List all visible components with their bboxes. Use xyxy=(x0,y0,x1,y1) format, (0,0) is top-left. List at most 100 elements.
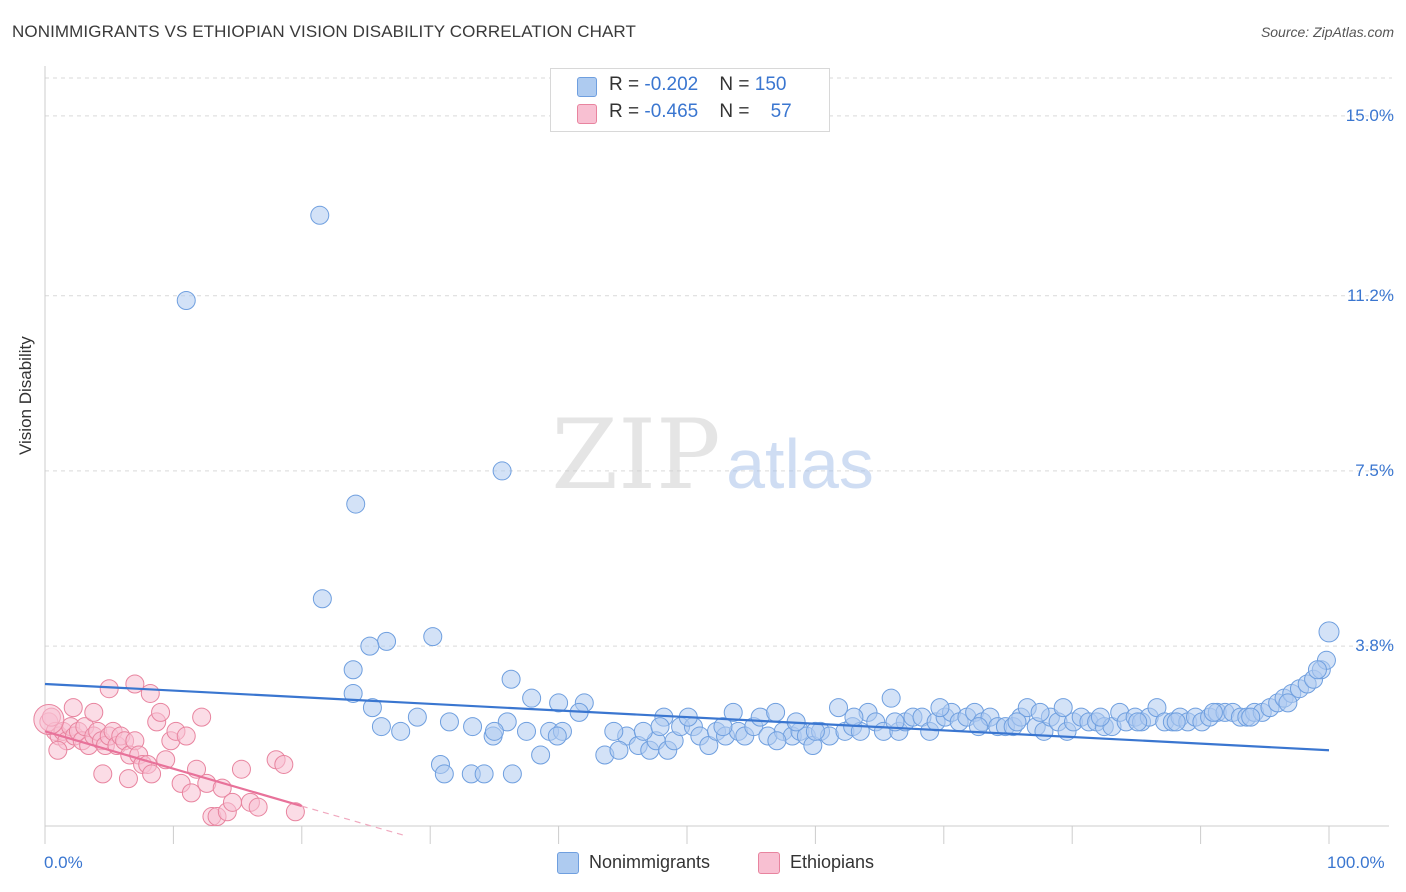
point-nonimmigrants xyxy=(463,717,483,737)
point-nonimmigrants xyxy=(609,740,629,760)
point-nonimmigrants xyxy=(1090,707,1110,727)
point-nonimmigrants xyxy=(1128,712,1148,732)
watermark-atlas: atlas xyxy=(726,425,874,503)
point-nonimmigrants xyxy=(502,764,522,784)
y-tick-label: 3.8% xyxy=(1355,636,1394,656)
point-ethiopians xyxy=(181,783,201,803)
legend-r-value: -0.202 xyxy=(644,74,699,95)
point-ethiopians xyxy=(285,802,305,822)
bottom-legend-swatch-nonimmigrants xyxy=(557,852,579,875)
legend-n-label: N = xyxy=(719,74,755,95)
y-tick-label: 7.5% xyxy=(1355,460,1394,480)
point-ethiopians xyxy=(274,754,294,774)
point-nonimmigrants xyxy=(547,726,567,746)
point-nonimmigrants xyxy=(844,707,864,727)
point-ethiopians xyxy=(192,707,212,727)
legend-swatch-ethiopians xyxy=(577,104,597,124)
point-nonimmigrants xyxy=(310,205,330,225)
trend-line-ethiopians xyxy=(44,730,303,808)
trend-line-ethiopians-extension xyxy=(301,805,405,837)
point-ethiopians xyxy=(48,740,68,760)
point-nonimmigrants xyxy=(377,631,397,651)
point-nonimmigrants xyxy=(885,712,905,732)
point-nonimmigrants xyxy=(371,717,391,737)
point-nonimmigrants xyxy=(346,494,366,514)
point-nonimmigrants xyxy=(805,721,825,741)
x-tick-label-max: 100.0% xyxy=(1327,853,1385,872)
point-nonimmigrants xyxy=(633,721,653,741)
point-ethiopians xyxy=(142,764,162,784)
point-ethiopians xyxy=(231,759,251,779)
legend-n-value: 57 xyxy=(770,101,792,122)
point-ethiopians xyxy=(33,703,65,735)
point-nonimmigrants xyxy=(604,721,624,741)
point-nonimmigrants xyxy=(360,636,380,656)
point-nonimmigrants xyxy=(713,717,733,737)
point-nonimmigrants xyxy=(767,731,787,751)
stats-legend: R = -0.202 N = 150 R = -0.465 N = 57 xyxy=(550,68,830,132)
point-nonimmigrants xyxy=(407,707,427,727)
bottom-legend-label: Nonimmigrants xyxy=(589,852,711,872)
point-nonimmigrants xyxy=(1007,712,1027,732)
point-nonimmigrants xyxy=(176,291,196,311)
point-nonimmigrants xyxy=(531,745,551,765)
point-ethiopians xyxy=(176,726,196,746)
point-ethiopians xyxy=(84,702,104,722)
data-points xyxy=(33,205,1340,827)
point-nonimmigrants xyxy=(1203,702,1223,722)
bottom-legend-ethiopians[interactable]: Ethiopians xyxy=(758,852,875,875)
bottom-legend-swatch-ethiopians xyxy=(758,852,780,875)
point-nonimmigrants xyxy=(549,693,569,713)
point-nonimmigrants xyxy=(492,461,512,481)
legend-n-value: 150 xyxy=(754,74,787,95)
trend-lines xyxy=(44,682,1330,837)
point-ethiopians xyxy=(63,698,83,718)
grid-lines xyxy=(45,77,1392,647)
point-nonimmigrants xyxy=(881,688,901,708)
y-tick-label: 11.2% xyxy=(1347,285,1394,305)
point-nonimmigrants xyxy=(1166,712,1186,732)
bottom-legend-label: Ethiopians xyxy=(790,852,875,872)
watermark-zip: ZIP xyxy=(551,399,720,511)
point-nonimmigrants xyxy=(497,712,517,732)
x-tick-label-min: 0.0% xyxy=(44,853,83,872)
legend-n-label: N = xyxy=(719,101,755,122)
point-nonimmigrants xyxy=(484,721,504,741)
point-nonimmigrants xyxy=(312,589,332,609)
point-nonimmigrants xyxy=(930,698,950,718)
source-label: Source: ZipAtlas.com xyxy=(1260,24,1394,40)
point-nonimmigrants xyxy=(829,698,849,718)
point-ethiopians xyxy=(151,702,171,722)
point-nonimmigrants xyxy=(522,688,542,708)
bottom-legend-nonimmigrants[interactable]: Nonimmigrants xyxy=(557,852,711,875)
legend-r-label: R = xyxy=(609,74,645,95)
point-nonimmigrants xyxy=(362,698,382,718)
axes xyxy=(44,66,1389,844)
point-ethiopians xyxy=(248,797,268,817)
point-nonimmigrants xyxy=(723,702,743,722)
point-ethiopians xyxy=(118,769,138,789)
point-ethiopians xyxy=(222,792,242,812)
chart-title: NONIMMIGRANTS VS ETHIOPIAN VISION DISABI… xyxy=(12,22,636,41)
point-nonimmigrants xyxy=(1307,660,1327,680)
point-nonimmigrants xyxy=(343,660,363,680)
y-tick-label: 15.0% xyxy=(1345,105,1394,125)
point-nonimmigrants xyxy=(1241,707,1261,727)
point-nonimmigrants xyxy=(474,764,494,784)
point-nonimmigrants xyxy=(517,721,536,741)
point-nonimmigrants xyxy=(501,669,521,689)
point-nonimmigrants xyxy=(423,627,443,647)
point-nonimmigrants xyxy=(1053,698,1073,718)
point-nonimmigrants xyxy=(434,764,454,784)
watermark: ZIP atlas xyxy=(551,399,874,511)
point-ethiopians xyxy=(140,683,160,703)
legend-swatch-nonimmigrants xyxy=(577,77,597,97)
point-nonimmigrants xyxy=(343,683,363,703)
point-nonimmigrants xyxy=(439,712,459,732)
point-nonimmigrants xyxy=(766,702,786,722)
legend-r-label: R = xyxy=(609,101,645,122)
point-nonimmigrants xyxy=(650,717,670,737)
point-nonimmigrants xyxy=(1030,702,1050,722)
trend-line-nonimmigrants xyxy=(44,682,1330,752)
